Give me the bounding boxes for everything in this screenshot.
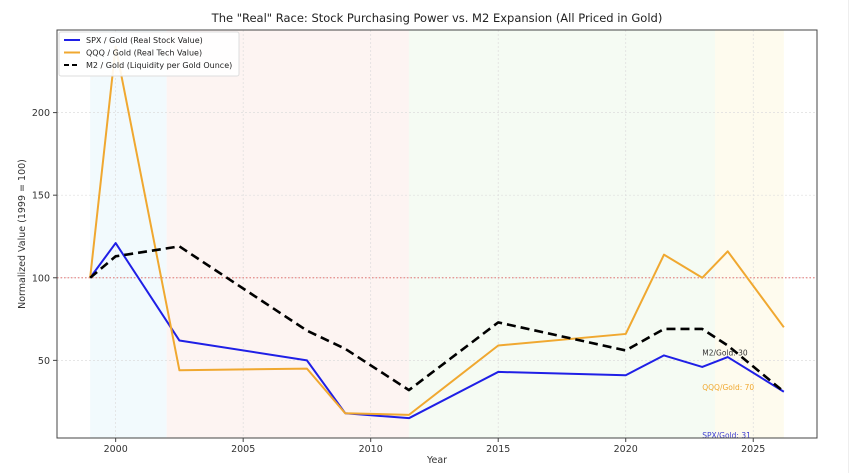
series-line-0 (89, 242, 785, 420)
x-tick-label: 2000 (104, 444, 128, 455)
x-tick-label: 2025 (741, 444, 765, 455)
legend: SPX / Gold (Real Stock Value) QQQ / Gold … (58, 31, 240, 77)
y-axis-label: Normalized Value (1999 = 100) (17, 159, 28, 309)
chart-title: The "Real" Race: Stock Purchasing Power … (211, 11, 663, 25)
annotation: QQQ/Gold: 70 (702, 383, 754, 392)
x-tick-label: 2020 (614, 444, 638, 455)
legend-label: SPX / Gold (Real Stock Value) (86, 36, 203, 45)
legend-label: M2 / Gold (Liquidity per Gold Ounce) (86, 61, 232, 70)
annotation: M2/Gold: 30 (702, 348, 748, 357)
page-edge (848, 0, 849, 473)
legend-label: QQQ / Gold (Real Tech Value) (86, 49, 202, 58)
shaded-region (90, 30, 167, 438)
x-axis-label: Year (426, 455, 447, 466)
y-tick-label: 50 (38, 356, 50, 367)
y-tick-label: 150 (32, 191, 50, 202)
shaded-region (408, 30, 715, 438)
plot-frame (56, 29, 818, 439)
shaded-region (166, 30, 409, 438)
annotation: SPX/Gold: 31 (702, 431, 751, 440)
series-line-2 (89, 245, 785, 393)
series-line-1 (89, 45, 785, 416)
x-tick-label: 2010 (359, 444, 383, 455)
y-tick-label: 100 (32, 273, 50, 284)
x-tick-label: 2005 (231, 444, 255, 455)
y-tick-label: 200 (32, 108, 50, 119)
shaded-region (714, 30, 784, 438)
x-tick-label: 2015 (486, 444, 510, 455)
